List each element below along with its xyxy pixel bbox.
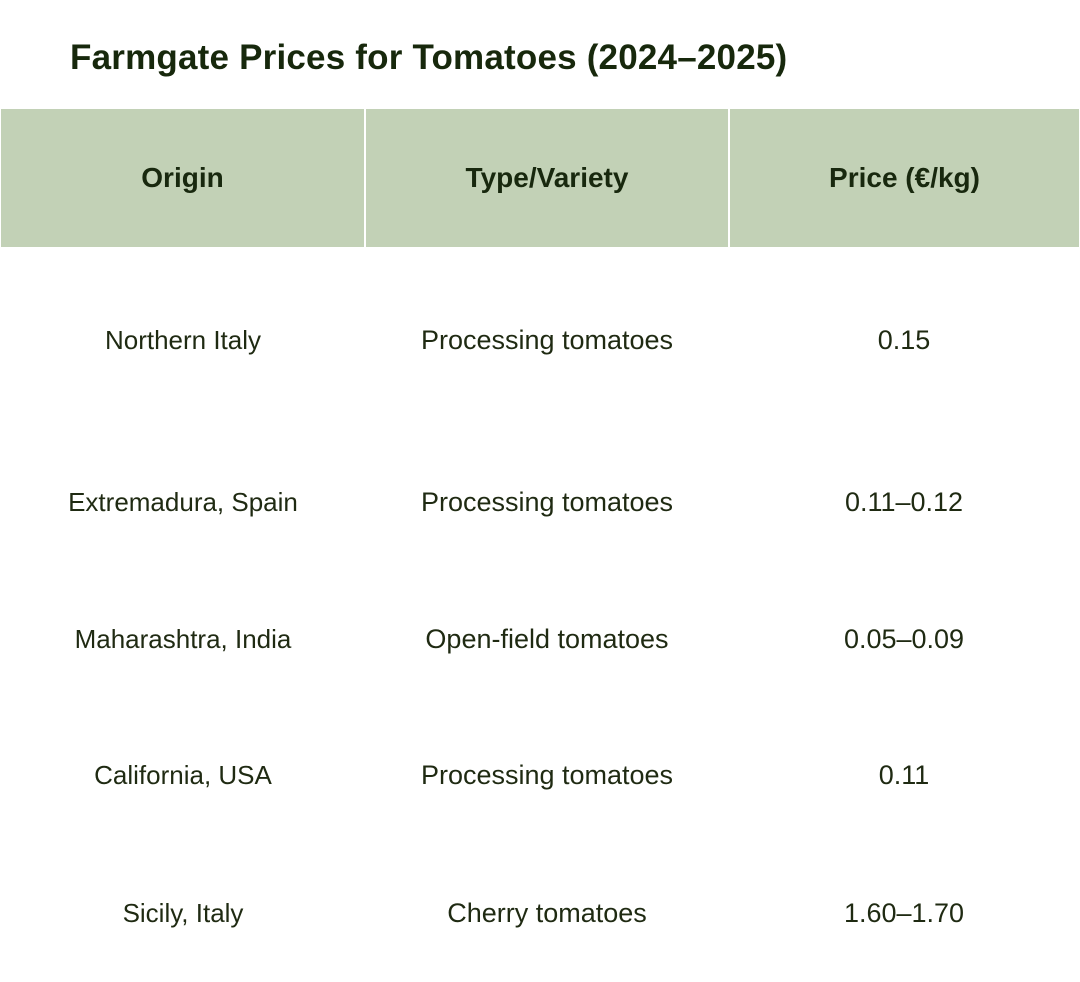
column-header-origin: Origin: [1, 109, 366, 247]
variety-cell: Cherry tomatoes: [447, 897, 647, 928]
column-header-type-variety: Type/Variety: [364, 109, 730, 247]
origin-cell: Sicily, Italy: [122, 897, 244, 928]
header-row: Origin Type/Variety Price (€/kg): [1, 109, 1079, 247]
price-cell: 0.11: [878, 760, 930, 790]
origin-cell: California, USA: [94, 760, 272, 790]
origin-cell: Extremadura, Spain: [68, 487, 298, 517]
origin-cell: Maharashtra, India: [74, 623, 292, 654]
table-row: Maharashtra, India Open-field tomatoes 0…: [1, 571, 1079, 707]
price-table: Origin Type/Variety Price (€/kg) Norther…: [1, 109, 1079, 982]
variety-cell: Processing tomatoes: [420, 487, 674, 517]
page-title: Farmgate Prices for Tomatoes (2024–2025): [70, 38, 788, 77]
table-row: Northern Italy Processing tomatoes 0.15: [1, 247, 1079, 434]
variety-cell: Open-field tomatoes: [425, 623, 669, 654]
price-cell: 0.15: [877, 325, 931, 355]
origin-cell: Northern Italy: [104, 325, 262, 355]
variety-cell: Processing tomatoes: [420, 325, 674, 355]
table-row: California, USA Processing tomatoes 0.11: [1, 707, 1079, 844]
table-row: Sicily, Italy Cherry tomatoes 1.60–1.70: [1, 844, 1079, 982]
price-cell: 1.60–1.70: [843, 897, 965, 928]
price-cell: 0.11–0.12: [844, 487, 964, 517]
variety-cell: Processing tomatoes: [420, 760, 674, 790]
column-header-price: Price (€/kg): [728, 109, 1079, 247]
table-header: Origin Type/Variety Price (€/kg): [1, 109, 1079, 247]
table-body: Northern Italy Processing tomatoes 0.15 …: [1, 247, 1079, 982]
price-cell: 0.05–0.09: [843, 623, 965, 654]
table-row: Extremadura, Spain Processing tomatoes 0…: [1, 434, 1079, 571]
